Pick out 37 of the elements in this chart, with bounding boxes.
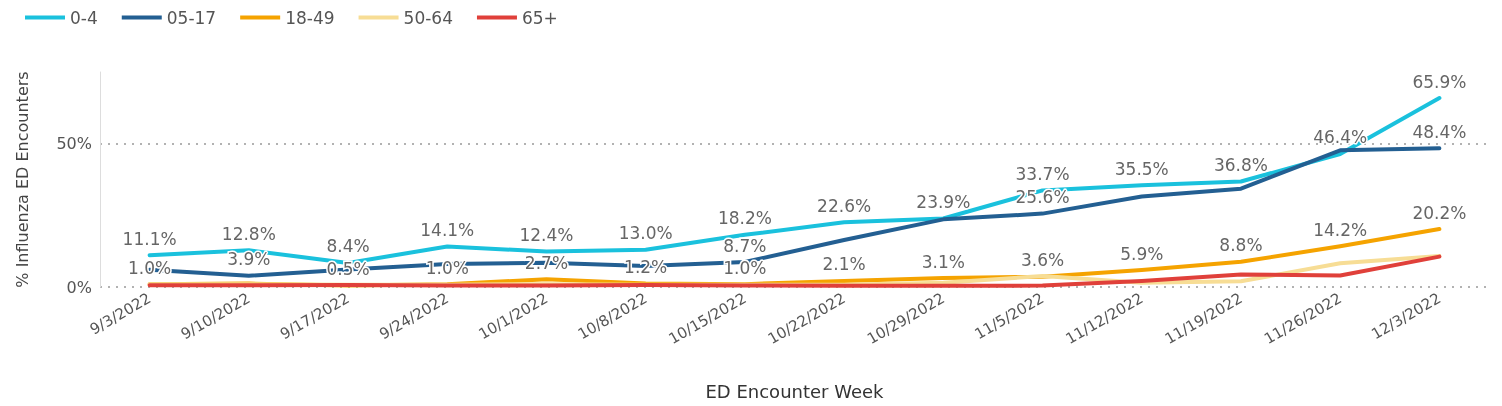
data-label: 25.6% [1015,187,1070,208]
data-label: 22.6% [817,195,872,216]
data-label: 48.4% [1412,121,1467,142]
data-label: 13.0% [618,223,673,244]
data-label: 65.9% [1412,71,1467,92]
data-label: 2.1% [822,254,866,275]
data-label: 18.2% [717,208,772,229]
data-label: 12.4% [519,224,574,245]
data-label: 8.7% [723,235,767,256]
data-label: 20.2% [1412,202,1467,223]
data-label: 3.6% [1020,250,1065,271]
data-label: 8.4% [326,236,370,257]
y-tick-label: 0% [66,277,92,297]
legend-label: 65+ [521,7,558,28]
data-label: 12.8% [221,223,276,244]
data-label: 1.0% [128,257,172,278]
data-label: 23.9% [916,191,971,212]
data-label: 1.0% [723,257,767,278]
data-label: 1.2% [624,257,668,278]
data-label: 33.7% [1015,163,1070,184]
x-axis-title: ED Encounter Week [705,380,885,402]
legend-label: 18-49 [285,7,335,28]
legend-label: 0-4 [70,7,98,28]
data-label: 46.4% [1313,127,1368,148]
data-label: 5.9% [1120,243,1164,264]
data-label: 14.2% [1313,219,1368,240]
y-tick-label: 50% [56,134,92,154]
data-label: 3.9% [227,249,271,270]
data-label: 35.5% [1114,158,1169,179]
legend-label: 05-17 [166,7,217,28]
legend-label: 50-64 [403,7,453,28]
data-label: 3.1% [921,251,965,272]
data-label: 11.1% [122,228,177,249]
data-label: 14.1% [420,220,475,241]
data-label: 36.8% [1213,155,1268,176]
y-axis-title: % Influenza ED Encounters [12,71,32,288]
data-label: 8.8% [1219,235,1263,256]
